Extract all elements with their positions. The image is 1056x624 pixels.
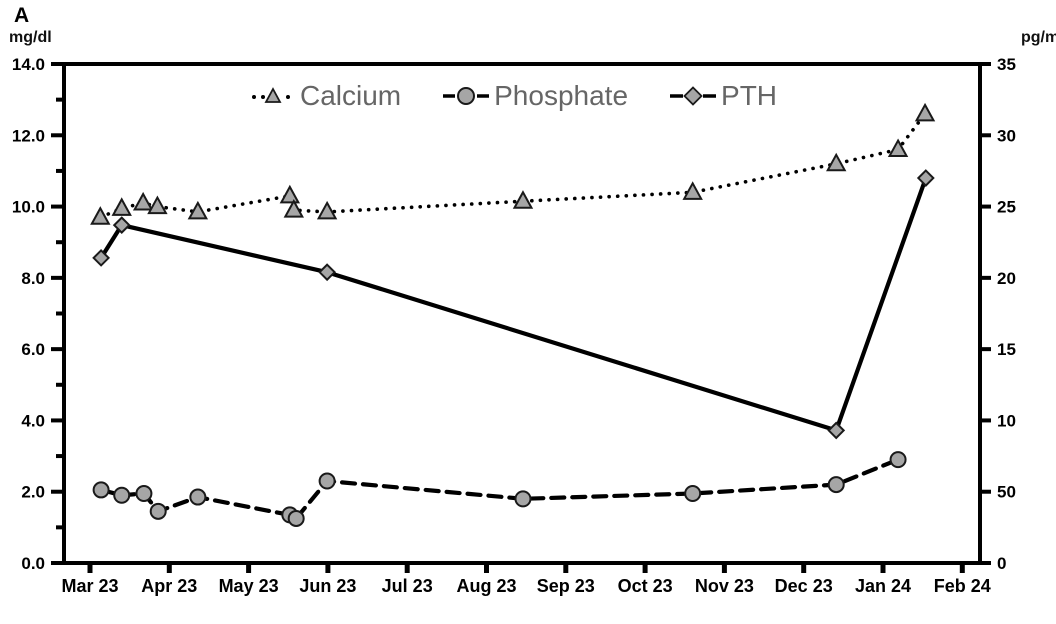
circle-marker-phosphate xyxy=(189,488,207,506)
legend-label: Calcium xyxy=(299,80,402,111)
right-axis-tick-label: 10 xyxy=(997,411,1016,430)
left-axis-tick-label: 6.0 xyxy=(21,340,45,359)
legend-label: Phosphate xyxy=(494,80,629,111)
series-line-pth xyxy=(98,176,928,433)
diamond-marker-pth xyxy=(916,169,935,187)
diamond-marker-pth xyxy=(318,263,337,282)
right-axis-tick-label: 35 xyxy=(997,55,1016,74)
series-line-calcium xyxy=(98,112,927,220)
left-axis-tick-label: 2.0 xyxy=(21,483,45,502)
x-axis-tick-label: Apr 23 xyxy=(141,576,197,596)
circle-marker-phosphate xyxy=(92,481,110,499)
x-axis-tick-label: Aug 23 xyxy=(456,576,516,596)
x-axis-tick-label: Jul 23 xyxy=(382,576,433,596)
triangle-marker-calcium xyxy=(826,152,847,172)
left-axis-tick-label: 10.0 xyxy=(12,198,45,217)
circle-legend-icon xyxy=(443,85,490,107)
circle-marker-phosphate xyxy=(684,484,702,502)
left-axis-unit-label: mg/dl xyxy=(9,29,52,46)
diamond-marker-pth xyxy=(827,421,846,440)
legend-item-calcium: Calcium xyxy=(251,80,401,112)
circle-marker-phosphate xyxy=(318,472,336,490)
triangle-marker-calcium xyxy=(90,206,111,225)
circle-marker-phosphate xyxy=(827,476,845,494)
right-axis-unit-label: pg/ml xyxy=(1021,29,1056,46)
x-axis-tick-label: May 23 xyxy=(219,576,279,596)
panel-label: A xyxy=(14,4,30,27)
legend-item-phosphate: Phosphate xyxy=(443,80,628,112)
series-line-phosphate xyxy=(98,457,901,521)
diamond-marker-pth xyxy=(112,216,131,235)
right-axis-tick-label: 0 xyxy=(997,554,1006,573)
triangle-legend-icon xyxy=(251,85,295,107)
circle-marker-phosphate xyxy=(135,484,153,502)
x-axis-tick-label: Feb 24 xyxy=(934,576,991,596)
diamond-legend-icon xyxy=(670,85,717,107)
legend-item-pth: PTH xyxy=(670,80,777,112)
triangle-marker-calcium xyxy=(132,191,154,211)
circle-marker-phosphate xyxy=(287,509,305,527)
triangle-marker-calcium xyxy=(512,190,534,209)
left-axis-tick-label: 0.0 xyxy=(21,554,45,573)
x-axis-tick-label: Sep 23 xyxy=(537,576,595,596)
triangle-marker-calcium xyxy=(887,138,909,158)
legend-label: PTH xyxy=(721,80,778,111)
right-axis-tick-label: 25 xyxy=(997,198,1016,217)
triangle-marker-calcium xyxy=(111,197,132,216)
left-axis-tick-label: 14.0 xyxy=(12,55,45,74)
x-axis-tick-label: Jan 24 xyxy=(855,576,911,596)
triangle-marker-calcium xyxy=(914,102,936,122)
legend: Calcium Phosphate PTH xyxy=(64,79,964,113)
circle-marker-phosphate xyxy=(113,486,131,504)
triangle-marker-calcium xyxy=(187,200,209,220)
left-axis-tick-label: 4.0 xyxy=(21,411,45,430)
right-axis-tick-label: 20 xyxy=(997,269,1016,288)
x-axis-tick-label: Dec 23 xyxy=(775,576,833,596)
x-axis-tick-label: Nov 23 xyxy=(695,576,754,596)
right-axis-tick-label: 15 xyxy=(997,340,1016,359)
diamond-marker-pth xyxy=(92,248,111,267)
x-axis-tick-label: Jun 23 xyxy=(299,576,356,596)
x-axis-tick-label: Oct 23 xyxy=(618,576,673,596)
triangle-marker-calcium xyxy=(682,181,703,200)
left-axis-tick-label: 8.0 xyxy=(21,269,45,288)
triangle-marker-calcium xyxy=(147,195,168,215)
right-axis-tick-label: 50 xyxy=(997,483,1016,502)
circle-marker-phosphate xyxy=(514,490,532,508)
right-axis-tick-label: 30 xyxy=(997,126,1016,145)
triangle-marker-calcium xyxy=(283,199,304,218)
circle-marker-phosphate xyxy=(889,451,907,469)
triangle-marker-calcium xyxy=(279,184,301,204)
left-axis-tick-label: 12.0 xyxy=(12,126,45,145)
triangle-marker-calcium xyxy=(316,200,338,220)
circle-marker-phosphate xyxy=(149,502,167,520)
x-axis-tick-label: Mar 23 xyxy=(61,576,118,596)
